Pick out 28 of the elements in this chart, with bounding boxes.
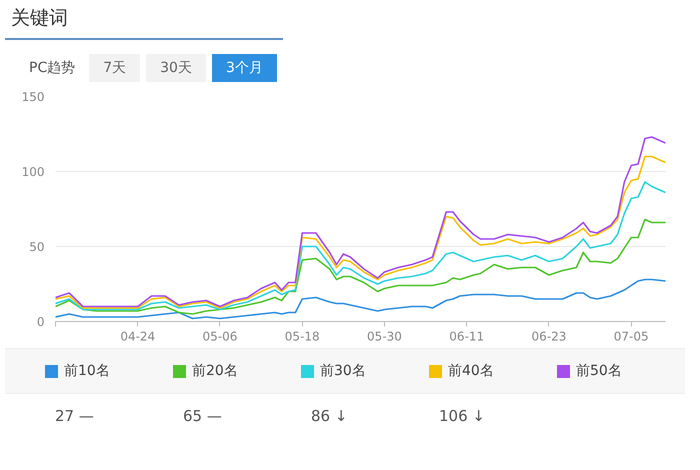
- text: 106 ↓: [439, 406, 486, 427]
- x-tick-label: 05-18: [284, 330, 320, 344]
- chart-subtitle: PC趋势: [29, 59, 76, 78]
- y-tick-label: 50: [29, 240, 45, 254]
- x-tick-label: 04-24: [120, 330, 156, 344]
- legend-label: 前40名: [447, 362, 495, 381]
- legend-label: 前20名: [191, 362, 239, 381]
- text: 30天: [146, 54, 206, 82]
- line-series: [56, 278, 666, 320]
- text: 7天: [89, 54, 140, 82]
- y-tick-label: 100: [22, 165, 44, 179]
- legend-label: 前10名: [63, 362, 111, 381]
- legend-label: 前30名: [319, 362, 367, 381]
- line-series: [56, 181, 666, 310]
- x-tick-label: 06-23: [532, 330, 566, 344]
- chart-title: 关键词: [5, 5, 283, 40]
- x-tick-label: 05-06: [202, 330, 238, 344]
- x-tick-label: 07-05: [614, 330, 649, 344]
- legend-label: 前50名: [575, 362, 623, 381]
- text: 86 ↓: [311, 406, 348, 427]
- y-tick-label: 0: [36, 315, 45, 329]
- y-tick-label: 150: [22, 90, 44, 104]
- text: 65 —: [183, 406, 223, 427]
- text: 27 —: [55, 406, 95, 427]
- line-series: [56, 218, 666, 315]
- x-tick-label: 05-30: [367, 330, 402, 344]
- x-tick-label: 06-11: [449, 330, 484, 344]
- text: 3个月: [212, 54, 277, 82]
